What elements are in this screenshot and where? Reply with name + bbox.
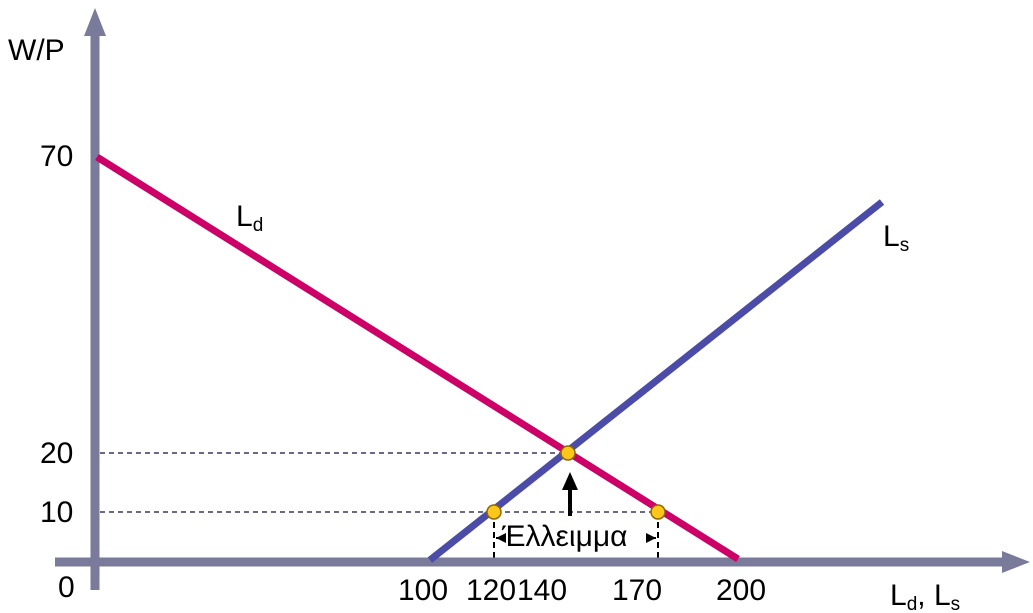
origin-label: 0 bbox=[58, 571, 75, 604]
supply-line bbox=[427, 199, 885, 563]
shortage-label: Έλλειμμα bbox=[501, 520, 627, 553]
y-axis-arrowhead bbox=[84, 8, 106, 36]
x-axis-label-main-2: L bbox=[934, 579, 951, 612]
y-tick-10: 10 bbox=[40, 496, 73, 529]
x-axis-arrowhead bbox=[1002, 551, 1030, 573]
shortage-arrow-right-head bbox=[646, 533, 656, 543]
y-tick-70: 70 bbox=[40, 140, 73, 173]
supply-curve-label: Ls bbox=[883, 220, 909, 256]
supply-label-sub: s bbox=[900, 235, 910, 256]
demand-curve-label: Ld bbox=[236, 200, 263, 236]
x-axis-label-sub-1: d bbox=[907, 594, 918, 613]
x-tick-140: 140 bbox=[517, 574, 567, 607]
x-axis-label-sep: , bbox=[917, 579, 934, 612]
supply-point-at-10 bbox=[486, 504, 502, 520]
x-tick-200: 200 bbox=[716, 574, 766, 607]
x-axis-label: Ld, Ls bbox=[890, 579, 960, 613]
demand-label-main: L bbox=[236, 200, 253, 233]
demand-label-sub: d bbox=[253, 215, 264, 236]
x-axis-label-main-1: L bbox=[890, 579, 907, 612]
equilibrium-point bbox=[560, 445, 576, 461]
x-axis-label-sub-2: s bbox=[951, 594, 961, 613]
x-tick-120: 120 bbox=[466, 574, 516, 607]
x-tick-170: 170 bbox=[612, 574, 662, 607]
equilibrium-up-arrow-head bbox=[562, 472, 578, 490]
y-axis-label: W/P bbox=[8, 34, 65, 67]
x-tick-100: 100 bbox=[398, 574, 448, 607]
shortage-arrow-left-head bbox=[496, 533, 506, 543]
demand-point-at-10 bbox=[650, 504, 666, 520]
y-tick-20: 20 bbox=[40, 437, 73, 470]
supply-label-main: L bbox=[883, 220, 900, 253]
demand-line bbox=[95, 154, 740, 562]
